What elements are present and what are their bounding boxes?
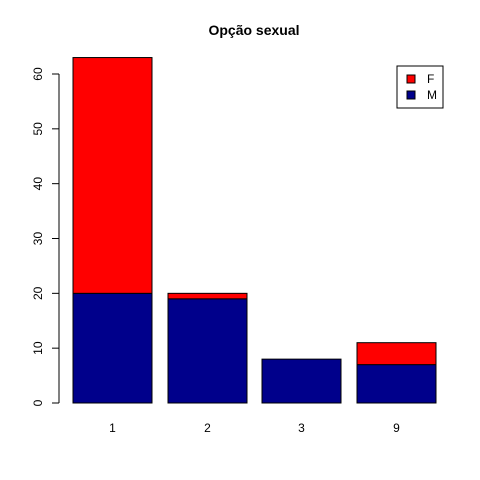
legend-label-m: M xyxy=(427,88,437,102)
y-axis: 0 10 20 30 40 50 60 xyxy=(31,67,60,406)
y-tick-label: 50 xyxy=(31,122,45,136)
y-tick-label: 20 xyxy=(31,286,45,300)
chart-title: Opção sexual xyxy=(208,22,299,38)
y-tick-label: 30 xyxy=(31,232,45,246)
bar-segment-f-9 xyxy=(356,342,437,366)
x-axis-tick-labels: 1 2 3 9 xyxy=(109,421,400,435)
legend-label-f: F xyxy=(427,72,434,86)
y-tick-label: 60 xyxy=(31,67,45,81)
legend: FM xyxy=(396,65,444,109)
bar-segment-m-1 xyxy=(72,292,153,404)
bar-segment-f-2 xyxy=(167,292,248,300)
y-tick-label: 10 xyxy=(31,341,45,355)
y-tick-label: 0 xyxy=(31,399,45,406)
x-tick-label: 3 xyxy=(298,421,305,435)
y-tick-label: 40 xyxy=(31,177,45,191)
x-tick-label: 1 xyxy=(109,421,116,435)
legend-box xyxy=(396,65,444,109)
legend-swatch-f xyxy=(406,74,416,84)
bar-segment-m-9 xyxy=(356,364,437,404)
bar-segment-f-1 xyxy=(72,57,153,294)
bars-group xyxy=(72,57,437,404)
legend-swatch-m xyxy=(406,90,416,100)
bar-segment-m-2 xyxy=(167,298,248,404)
x-tick-label: 2 xyxy=(204,421,211,435)
x-tick-label: 9 xyxy=(393,421,400,435)
bar-segment-m-3 xyxy=(261,358,342,404)
